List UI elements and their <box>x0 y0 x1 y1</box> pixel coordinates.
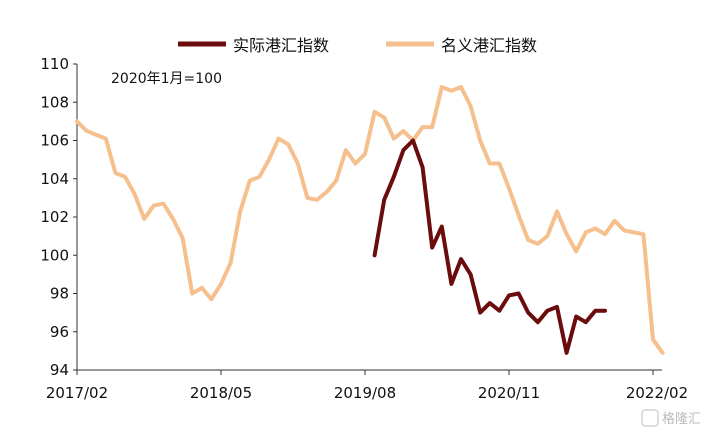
y-axis-ticks: 94 96 98 100 102 104 106 108 110 <box>40 55 77 379</box>
y-tick-label: 96 <box>50 323 69 341</box>
y-tick-label: 110 <box>40 55 69 73</box>
y-tick-label: 98 <box>50 285 69 303</box>
y-tick-label: 104 <box>40 170 69 188</box>
legend-label-real: 实际港汇指数 <box>233 36 329 55</box>
series-layer <box>75 85 665 355</box>
series-line-real <box>372 138 607 355</box>
legend-label-nominal: 名义港汇指数 <box>441 36 537 55</box>
watermark-logo-icon <box>641 409 659 427</box>
watermark: 格隆汇 <box>641 409 701 427</box>
y-tick-label: 94 <box>50 361 69 379</box>
x-tick-label: 2018/05 <box>190 384 252 402</box>
x-tick-label: 2022/02 <box>626 384 688 402</box>
y-tick-label: 108 <box>40 93 69 111</box>
base-period-note: 2020年1月=100 <box>111 71 222 87</box>
y-tick-label: 102 <box>40 208 69 226</box>
watermark-text: 格隆汇 <box>662 411 701 427</box>
series-line-nominal <box>75 85 665 355</box>
x-tick-label: 2019/08 <box>334 384 396 402</box>
x-axis-ticks: 2017/02 2018/05 2019/08 2020/11 2022/02 <box>46 370 688 402</box>
legend: 实际港汇指数 名义港汇指数 <box>178 36 537 55</box>
y-tick-label: 100 <box>40 246 69 264</box>
x-tick-label: 2017/02 <box>46 384 108 402</box>
x-tick-label: 2020/11 <box>478 384 540 402</box>
y-tick-label: 106 <box>40 132 69 150</box>
